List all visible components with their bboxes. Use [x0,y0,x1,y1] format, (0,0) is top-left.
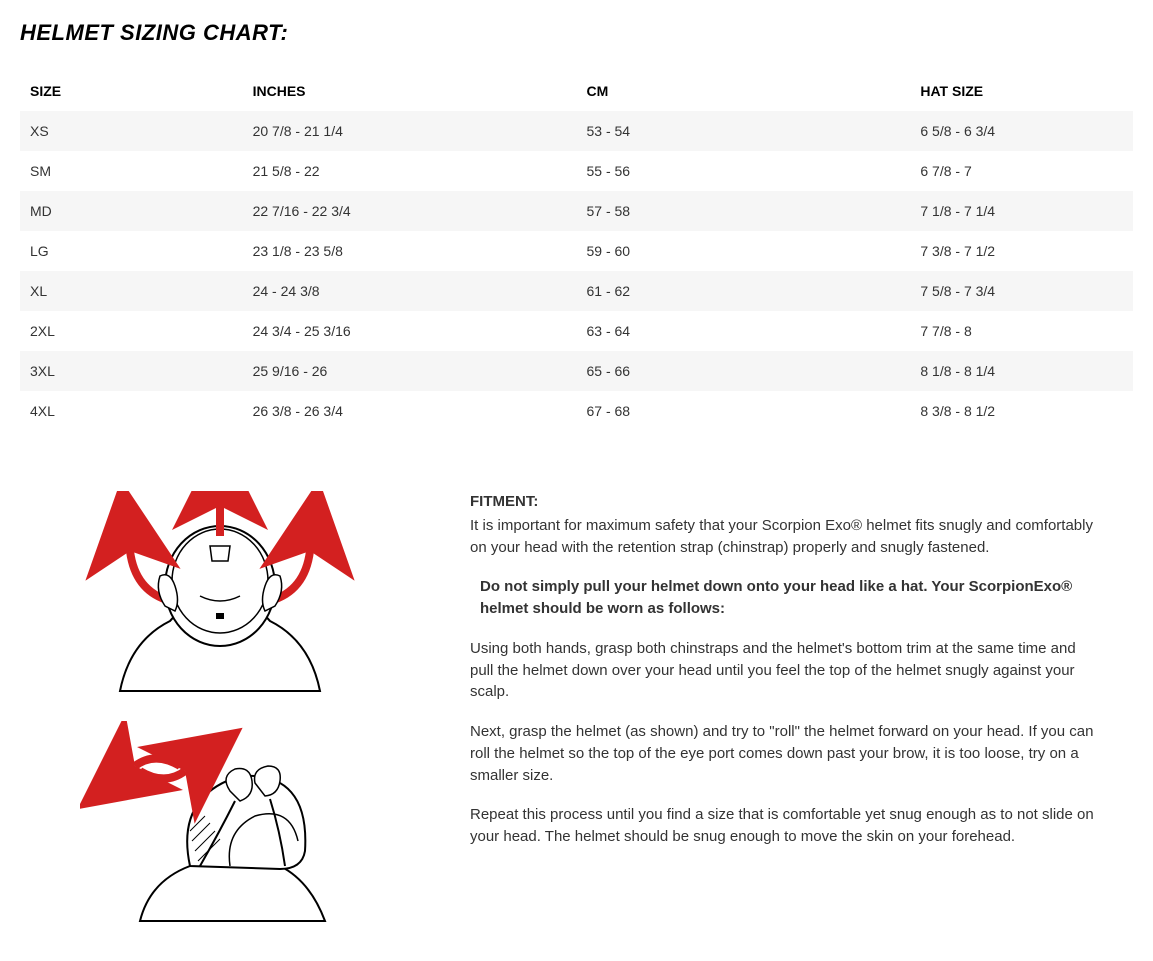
table-cell: 7 1/8 - 7 1/4 [910,191,1133,231]
table-cell: 3XL [20,351,243,391]
table-cell: MD [20,191,243,231]
fitment-section: FITMENT: It is important for maximum saf… [20,491,1133,941]
table-cell: 4XL [20,391,243,431]
fitment-warning: Do not simply pull your helmet down onto… [470,576,1103,620]
table-cell: SM [20,151,243,191]
table-cell: 59 - 60 [576,231,910,271]
table-header-row: SIZE INCHES CM HAT SIZE [20,71,1133,111]
chart-title: HELMET SIZING CHART: [20,20,1133,46]
table-cell: LG [20,231,243,271]
table-cell: 24 3/4 - 25 3/16 [243,311,577,351]
table-row: 4XL26 3/8 - 26 3/467 - 688 3/8 - 8 1/2 [20,391,1133,431]
fitment-step1: Using both hands, grasp both chinstraps … [470,638,1103,703]
table-cell: 6 5/8 - 6 3/4 [910,111,1133,151]
fitment-text: FITMENT: It is important for maximum saf… [470,491,1133,866]
table-row: MD22 7/16 - 22 3/457 - 587 1/8 - 7 1/4 [20,191,1133,231]
table-row: SM21 5/8 - 2255 - 566 7/8 - 7 [20,151,1133,191]
table-cell: 8 1/8 - 8 1/4 [910,351,1133,391]
table-cell: 6 7/8 - 7 [910,151,1133,191]
col-hat-header: HAT SIZE [910,71,1133,111]
col-cm-header: CM [576,71,910,111]
table-cell: 26 3/8 - 26 3/4 [243,391,577,431]
table-cell: 65 - 66 [576,351,910,391]
table-cell: 24 - 24 3/8 [243,271,577,311]
table-cell: 20 7/8 - 21 1/4 [243,111,577,151]
table-row: XS20 7/8 - 21 1/453 - 546 5/8 - 6 3/4 [20,111,1133,151]
table-cell: XL [20,271,243,311]
table-cell: XS [20,111,243,151]
table-cell: 25 9/16 - 26 [243,351,577,391]
table-cell: 7 7/8 - 8 [910,311,1133,351]
table-row: XL24 - 24 3/861 - 627 5/8 - 7 3/4 [20,271,1133,311]
helmet-top-diagram-icon [80,491,360,721]
table-row: LG23 1/8 - 23 5/859 - 607 3/8 - 7 1/2 [20,231,1133,271]
table-cell: 57 - 58 [576,191,910,231]
sizing-table: SIZE INCHES CM HAT SIZE XS20 7/8 - 21 1/… [20,71,1133,431]
table-cell: 61 - 62 [576,271,910,311]
col-inches-header: INCHES [243,71,577,111]
table-cell: 7 3/8 - 7 1/2 [910,231,1133,271]
fitment-intro: It is important for maximum safety that … [470,515,1103,559]
table-cell: 67 - 68 [576,391,910,431]
table-cell: 53 - 54 [576,111,910,151]
table-cell: 63 - 64 [576,311,910,351]
fitment-diagram [20,491,440,941]
col-size-header: SIZE [20,71,243,111]
table-cell: 55 - 56 [576,151,910,191]
table-cell: 8 3/8 - 8 1/2 [910,391,1133,431]
table-cell: 7 5/8 - 7 3/4 [910,271,1133,311]
table-cell: 21 5/8 - 22 [243,151,577,191]
fitment-step3: Repeat this process until you find a siz… [470,804,1103,848]
table-row: 2XL24 3/4 - 25 3/1663 - 647 7/8 - 8 [20,311,1133,351]
helmet-roll-diagram-icon [80,721,360,941]
table-cell: 22 7/16 - 22 3/4 [243,191,577,231]
table-cell: 2XL [20,311,243,351]
fitment-heading: FITMENT: [470,491,1103,513]
table-row: 3XL25 9/16 - 2665 - 668 1/8 - 8 1/4 [20,351,1133,391]
fitment-step2: Next, grasp the helmet (as shown) and tr… [470,721,1103,786]
table-cell: 23 1/8 - 23 5/8 [243,231,577,271]
